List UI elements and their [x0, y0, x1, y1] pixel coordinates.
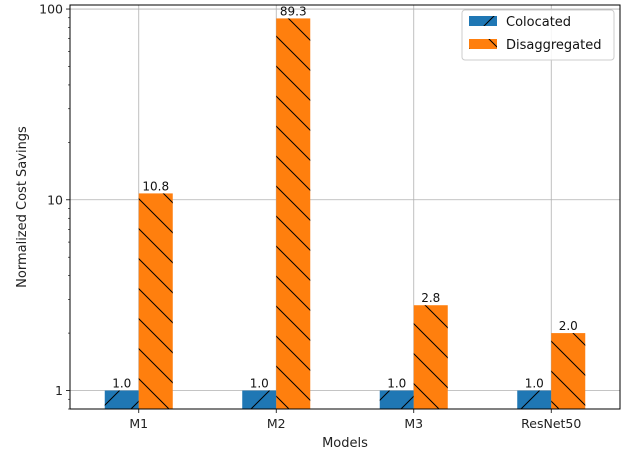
data-label: 1.0 [250, 377, 269, 391]
data-label: 10.8 [142, 179, 169, 193]
data-label: 89.3 [280, 4, 307, 18]
data-labels: 1.0 1.0 1.0 1.0 10.8 89.3 2.8 2.0 [112, 4, 578, 390]
x-tick-label: ResNet50 [521, 416, 581, 431]
y-tick-label: 1 [55, 383, 63, 398]
x-tick-label: M3 [404, 416, 423, 431]
legend-swatch-hatch [469, 16, 497, 26]
bar-hatch [517, 390, 552, 409]
data-label: 1.0 [525, 377, 544, 391]
x-axis-label: Models [322, 436, 368, 451]
legend-box [461, 9, 615, 61]
x-tick-label: M1 [129, 416, 148, 431]
bar-hatch [138, 193, 173, 409]
plot-frame [69, 4, 621, 410]
bar-hatch [104, 390, 139, 409]
y-axis-label: Normalized Cost Savings [15, 126, 30, 288]
legend-label-colocated: Colocated [506, 15, 571, 30]
legend-swatch-hatch [469, 39, 497, 49]
y-tick-label: 100 [39, 2, 63, 17]
bar-hatch [551, 333, 586, 409]
legend: Colocated Disaggregated [461, 9, 615, 61]
data-label: 1.0 [387, 377, 406, 391]
x-tick-label: M2 [267, 416, 286, 431]
data-label: 2.8 [421, 291, 440, 305]
bars [104, 18, 586, 410]
bar-hatch [379, 390, 414, 409]
ticks: M1 M2 M3 ResNet50 1 10 100 [39, 2, 581, 431]
bar-hatch [242, 390, 277, 409]
data-label: 2.0 [559, 319, 578, 333]
y-tick-label: 10 [47, 192, 63, 207]
data-label: 1.0 [112, 377, 131, 391]
legend-label-disaggregated: Disaggregated [506, 38, 602, 53]
bar-hatch [276, 18, 311, 410]
bar-hatch [413, 305, 448, 409]
